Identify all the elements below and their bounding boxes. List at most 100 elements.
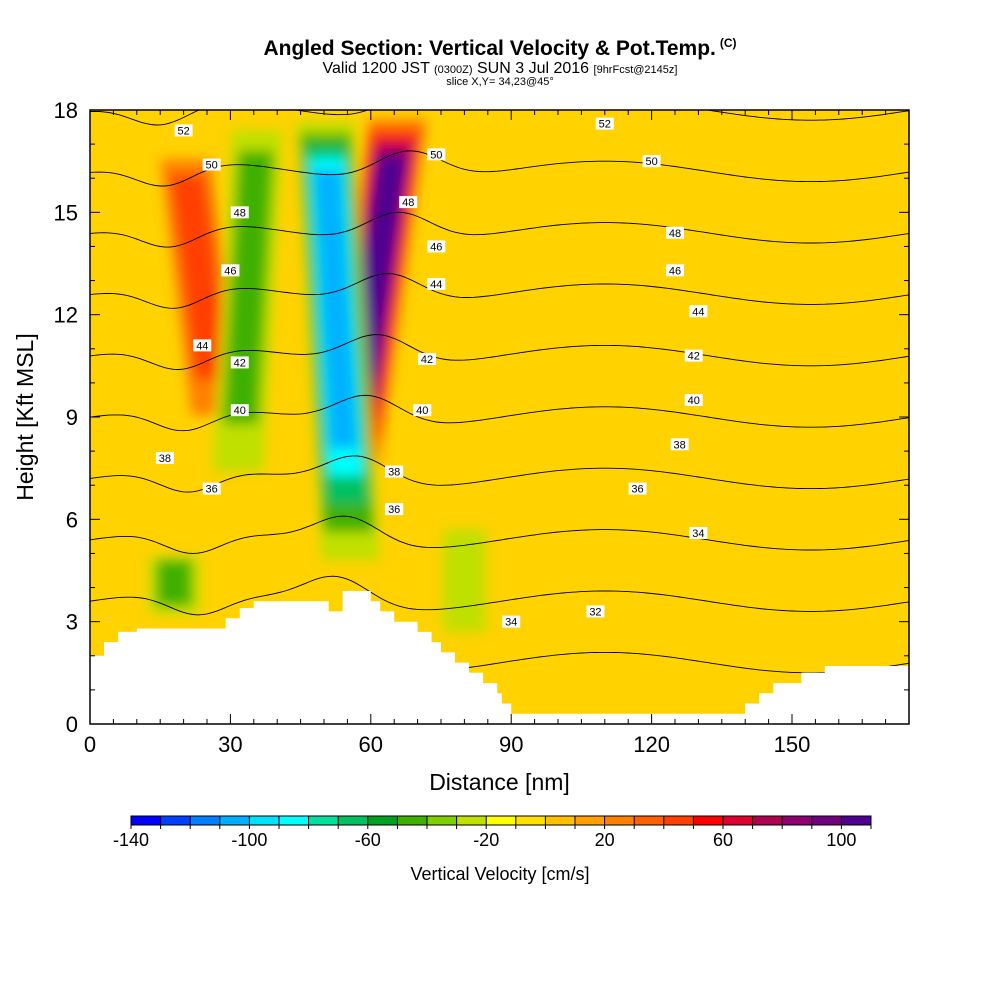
colorbar-swatch [249, 816, 280, 825]
x-tick-label: 150 [774, 732, 811, 757]
colorbar-swatch [811, 816, 842, 825]
velocity-band [443, 529, 486, 632]
x-axis-label: Distance [nm] [429, 769, 570, 795]
velocity-band [169, 174, 230, 380]
downdraft-3 [212, 130, 283, 472]
theta-label-box [666, 226, 684, 239]
downdraft-2 [295, 121, 380, 560]
theta-40-contour [90, 394, 909, 432]
theta-label: 42 [421, 354, 433, 366]
theta-label: 36 [388, 504, 400, 516]
theta-label: 38 [674, 439, 686, 451]
chart-title: Angled Section: Vertical Velocity & Pot.… [263, 36, 737, 60]
theta-label: 40 [688, 395, 700, 407]
theta-label-box [413, 404, 432, 417]
theta-label-box [221, 264, 240, 277]
theta-label-box [174, 124, 193, 137]
colorbar-swatch [575, 816, 606, 825]
colorbar-tick-label: -100 [231, 830, 267, 850]
theta-label: 38 [159, 453, 171, 465]
theta-label-box [202, 158, 221, 171]
velocity-band [313, 169, 358, 449]
colorbar-tick-label: 20 [595, 830, 615, 850]
theta-label: 46 [430, 241, 442, 253]
colorbar-tick-label: -60 [355, 830, 381, 850]
colorbar-tick-label: 60 [713, 830, 733, 850]
theta-label-box [502, 615, 521, 628]
theta-label-box [670, 438, 689, 451]
colorbar-swatch [367, 816, 398, 825]
theta-label-box [193, 339, 212, 352]
x-tick-label: 90 [499, 732, 523, 757]
theta-label-box [230, 356, 249, 369]
theta-label-box [689, 305, 708, 318]
colorbar-tick-label: -140 [113, 830, 149, 850]
theta-label: 50 [430, 149, 442, 161]
theta-44-contour [90, 273, 909, 309]
theta-label: 34 [692, 528, 704, 540]
theta-label: 40 [234, 405, 246, 417]
colorbar-swatch [338, 816, 369, 825]
valid-date: SUN 3 Jul 2016 [477, 60, 590, 77]
theta-label: 34 [505, 617, 517, 629]
theta-label-box [230, 206, 249, 219]
theta-label: 46 [224, 265, 236, 277]
colorbar-swatch [190, 816, 221, 825]
colorbar-swatch [841, 816, 872, 825]
colorbar-swatch [515, 816, 546, 825]
theta-label-box [427, 148, 446, 161]
x-tick-label: 120 [633, 732, 670, 757]
theta-label: 36 [206, 484, 218, 496]
theta-label-box [202, 482, 221, 495]
theta-label: 44 [430, 279, 442, 291]
theta-label-box [385, 465, 404, 478]
theta-label-box [684, 349, 703, 362]
velocity-band [156, 560, 192, 606]
y-tick-label: 15 [54, 200, 78, 225]
colorbar-swatch [634, 816, 665, 825]
x-tick-label: 60 [359, 732, 383, 757]
colorbar-tick-label: 100 [826, 830, 856, 850]
colorbar-swatch [456, 816, 487, 825]
colorbar-swatch [397, 816, 428, 825]
theta-label: 42 [234, 357, 246, 369]
theta-label-box [642, 155, 661, 168]
colorbar-tick-label: -20 [473, 830, 499, 850]
y-tick-label: 12 [54, 303, 78, 328]
colorbar-swatch [723, 816, 754, 825]
theta-label-box [666, 264, 684, 277]
theta-label: 44 [196, 340, 208, 352]
theta-label: 46 [669, 265, 681, 277]
y-tick-label: 6 [66, 507, 78, 532]
theta-38-contour [90, 455, 909, 493]
theta-label-box [689, 526, 708, 539]
theta-label-box [586, 605, 605, 618]
valid-utc: (0300Z) [434, 64, 473, 76]
axes [89, 109, 910, 725]
colorbar-swatch [545, 816, 576, 825]
forecast-info: [9hrFcst@2145z] [593, 64, 678, 76]
colorbar: -140 -100 -60 -20 20 60 100 Vertical Velocity [… [113, 815, 872, 884]
theta-label: 40 [416, 405, 428, 417]
theta-48-contour [90, 150, 909, 187]
theta-label: 42 [688, 351, 700, 363]
theta-label-box [155, 451, 174, 464]
theta-label: 52 [599, 119, 611, 131]
colorbar-swatch [160, 816, 191, 825]
colorbar-swatch [427, 816, 458, 825]
colorbar-swatch [782, 816, 813, 825]
downdraft-5 [149, 556, 200, 614]
colorbar-label: Vertical Velocity [cm/s] [410, 864, 589, 884]
theta-label: 38 [388, 467, 400, 479]
theta-label: 52 [177, 125, 189, 137]
y-tick-label: 0 [66, 712, 78, 737]
colorbar-swatch [219, 816, 250, 825]
y-axis-label: Height [Kft MSL] [12, 333, 38, 500]
theta-label: 44 [692, 306, 704, 318]
velocity-shading [149, 119, 486, 632]
theta-label-box [399, 196, 418, 209]
theta-label: 50 [206, 160, 218, 172]
theta-contours [90, 110, 909, 677]
colorbar-swatch [308, 816, 339, 825]
